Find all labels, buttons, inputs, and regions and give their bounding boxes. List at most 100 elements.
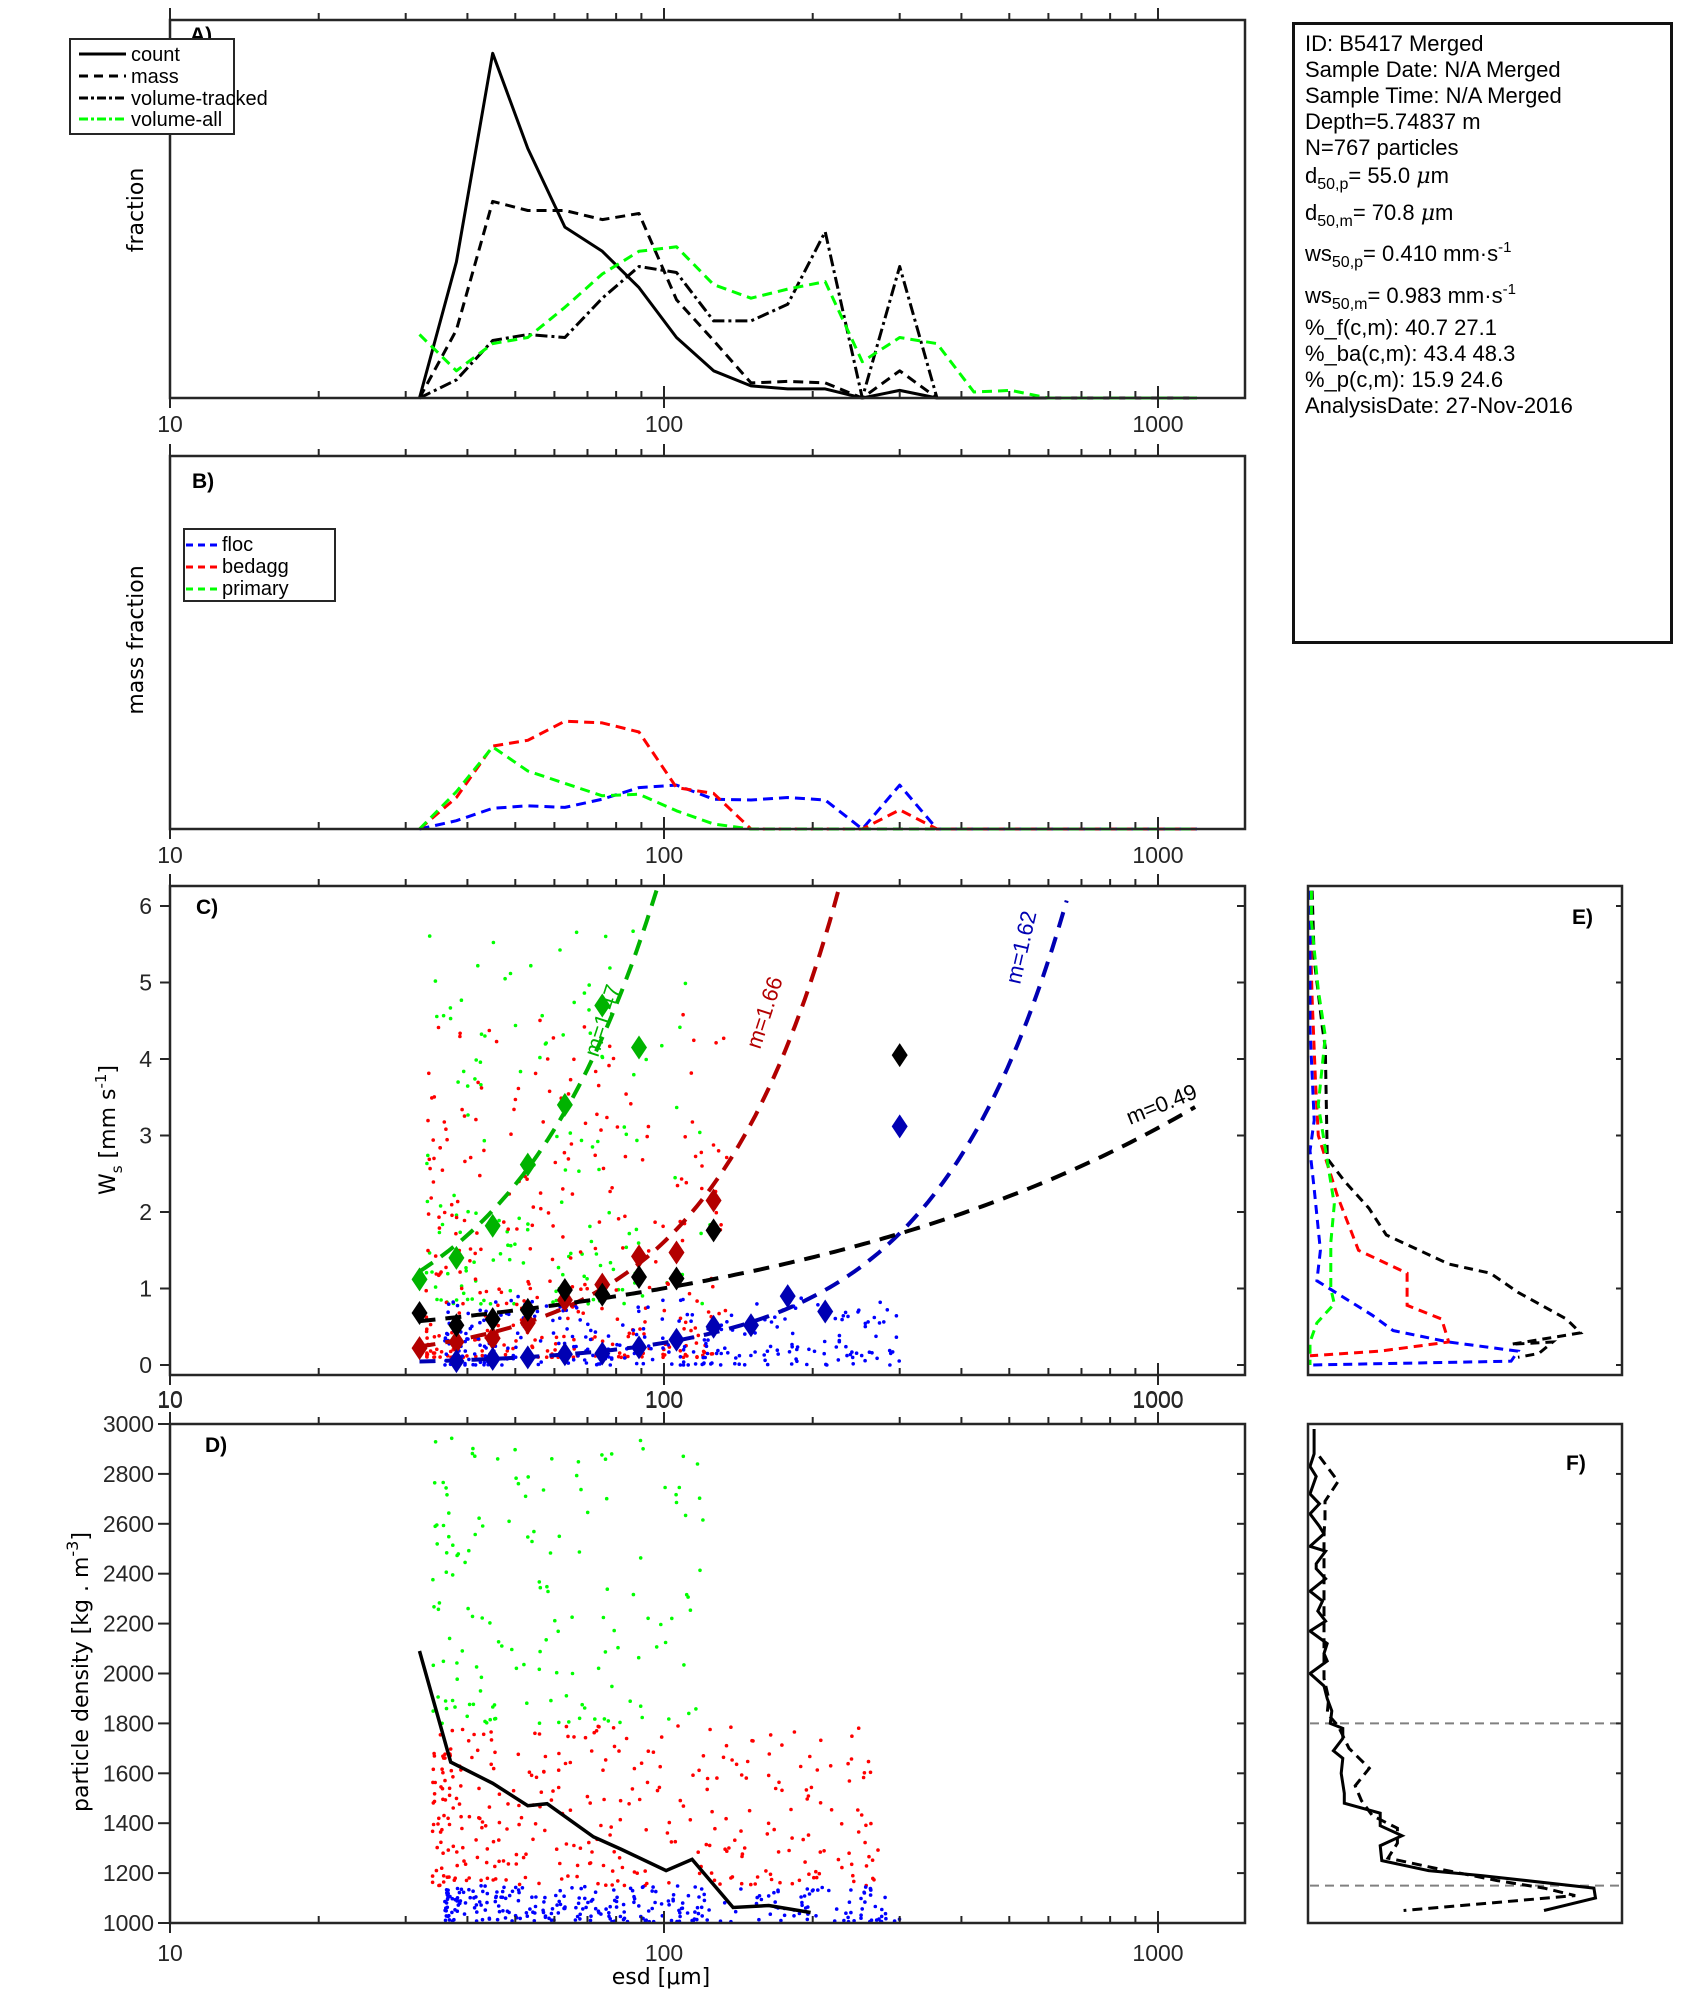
scatter-point-primary (478, 1689, 483, 1693)
scatter-point-floc (775, 1325, 779, 1329)
scatter-point-floc (455, 1303, 460, 1308)
panel-c-frame (168, 884, 1247, 1377)
scatter-point-bedagg (454, 1796, 459, 1801)
scatter-point-bedagg (643, 1320, 647, 1324)
scatter-point-floc (834, 1345, 839, 1349)
scatter-point-bedagg (515, 1302, 519, 1307)
scatter-point-bedagg (428, 1166, 432, 1171)
scatter-point-bedagg (866, 1759, 871, 1764)
profile-line-count (1307, 1429, 1598, 1912)
scatter-point-bedagg (443, 1756, 447, 1760)
panel-a-frame (168, 18, 1247, 400)
scatter-point-floc (863, 1324, 868, 1329)
scatter-point-primary (561, 1033, 565, 1037)
scatter-point-floc (479, 1903, 483, 1907)
scatter-point-bedagg (564, 1842, 569, 1846)
scatter-point-primary (641, 1447, 645, 1451)
scatter-point-primary (514, 1476, 518, 1480)
scatter-point-bedagg (511, 1323, 516, 1328)
scatter-point-bedagg (441, 1880, 446, 1884)
scatter-point-bedagg (610, 1186, 614, 1190)
scatter-point-bedagg (504, 1301, 509, 1306)
scatter-point-bedagg (714, 1210, 719, 1215)
scatter-point-bedagg (572, 1057, 576, 1062)
mean-marker-primary (411, 1267, 428, 1292)
scatter-point-floc (757, 1917, 761, 1922)
scatter-point-primary (551, 1300, 555, 1304)
mean-marker-all (668, 1266, 685, 1291)
scatter-point-bedagg (496, 1323, 501, 1328)
scatter-point-primary (683, 981, 688, 986)
scatter-point-floc (852, 1919, 856, 1923)
scatter-point-bedagg (618, 1798, 623, 1803)
y-tick-label: 2800 (103, 1461, 154, 1487)
scatter-point-primary (558, 948, 562, 952)
panel-f-frame (1306, 1422, 1624, 1925)
scatter-point-bedagg (818, 1801, 823, 1805)
scatter-point-primary (526, 1475, 530, 1479)
scatter-point-bedagg (789, 1807, 793, 1812)
scatter-point-bedagg (432, 1792, 437, 1796)
scatter-point-floc (702, 1338, 707, 1342)
scatter-point-floc (634, 1361, 639, 1366)
scatter-point-bedagg (559, 1877, 564, 1881)
scatter-point-floc (827, 1888, 831, 1893)
scatter-point-bedagg (687, 1291, 692, 1296)
scatter-point-bedagg (600, 1306, 604, 1311)
ylabel-unit-close: ] (96, 1065, 121, 1074)
x-tick-label: 10 (157, 1386, 183, 1412)
scatter-point-floc (636, 1305, 640, 1309)
scatter-point-bedagg (514, 1339, 518, 1343)
scatter-point-floc (507, 1893, 512, 1898)
scatter-point-bedagg (519, 1815, 524, 1820)
scatter-point-bedagg (582, 1025, 587, 1029)
ylabel-sup: -1 (92, 1074, 110, 1089)
mean-marker-all (705, 1218, 722, 1243)
scatter-point-primary (432, 1481, 437, 1485)
scatter-point-primary (508, 1288, 513, 1293)
scatter-point-bedagg (623, 1214, 627, 1219)
scatter-point-floc (845, 1353, 849, 1358)
scatter-point-bedagg (435, 1845, 440, 1850)
scatter-point-primary (541, 1488, 546, 1492)
scatter-point-bedagg (568, 1077, 573, 1082)
scatter-point-bedagg (697, 1768, 701, 1773)
scatter-point-bedagg (713, 1826, 717, 1831)
scatter-point-bedagg (597, 1220, 602, 1224)
scatter-point-floc (693, 1910, 697, 1914)
scatter-point-floc (622, 1910, 626, 1914)
scatter-point-floc (467, 1357, 471, 1362)
scatter-point-bedagg (436, 1822, 440, 1826)
mean-marker-all (594, 1282, 611, 1307)
scatter-point-bedagg (819, 1738, 823, 1743)
scatter-point-floc (532, 1919, 537, 1923)
scatter-point-bedagg (579, 1287, 583, 1291)
scatter-point-bedagg (797, 1878, 802, 1883)
scatter-point-bedagg (836, 1857, 841, 1862)
series-line-count (418, 51, 1197, 400)
scatter-point-bedagg (566, 1157, 571, 1161)
scatter-point-primary (699, 1231, 703, 1236)
scatter-point-bedagg (457, 1311, 462, 1315)
scatter-point-bedagg (578, 1250, 583, 1254)
scatter-point-bedagg (790, 1836, 794, 1840)
scatter-point-primary (567, 1720, 571, 1724)
scatter-point-bedagg (480, 1353, 485, 1358)
scatter-point-bedagg (460, 1727, 465, 1732)
scatter-point-bedagg (603, 1758, 608, 1762)
scatter-point-bedagg (449, 1202, 454, 1207)
scatter-point-bedagg (607, 1044, 612, 1049)
scatter-point-floc (789, 1362, 794, 1366)
scatter-point-bedagg (717, 1311, 721, 1316)
scatter-point-bedagg (611, 1726, 616, 1730)
scatter-point-bedagg (739, 1829, 743, 1833)
scatter-point-floc (506, 1346, 510, 1350)
scatter-point-floc (505, 1909, 510, 1913)
scatter-point-bedagg (593, 1153, 597, 1158)
scatter-point-bedagg (638, 1327, 642, 1331)
scatter-point-floc (646, 1344, 651, 1348)
scatter-point-floc (806, 1905, 810, 1909)
scatter-point-bedagg (695, 1355, 699, 1359)
scatter-point-floc (578, 1917, 582, 1921)
scatter-point-primary (667, 1717, 671, 1721)
